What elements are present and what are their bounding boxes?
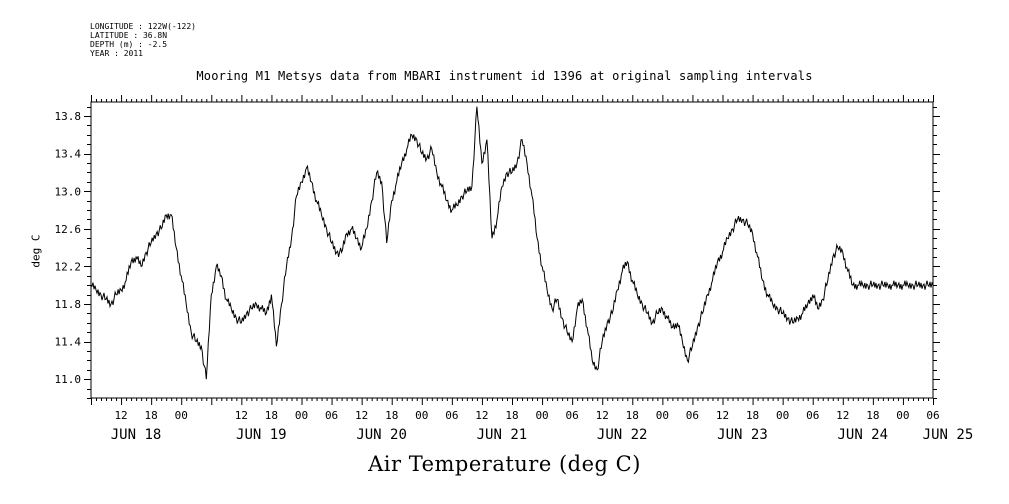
x-tick-label: 12 (836, 409, 849, 422)
x-tick-label: 12 (716, 409, 729, 422)
chart-title: Mooring M1 Metsys data from MBARI instru… (196, 69, 813, 83)
x-tick-label: 12 (355, 409, 368, 422)
x-tick-label: 06 (566, 409, 579, 422)
y-axis-label: deg C (29, 234, 43, 268)
y-tick-label: 13.8 (55, 110, 82, 123)
x-tick-label: 06 (926, 409, 939, 422)
x-day-label: JUN 21 (477, 427, 528, 443)
x-tick-label: 06 (806, 409, 819, 422)
x-tick-label: 00 (896, 409, 909, 422)
x-day-label: JUN 25 (923, 427, 974, 443)
x-tick-label: 00 (656, 409, 669, 422)
longitude-text: LONGITUDE : 122W(-122) (90, 22, 196, 31)
x-day-label: JUN 18 (111, 427, 162, 443)
y-tick-label: 11.8 (55, 298, 82, 311)
x-tick-label: 12 (235, 409, 248, 422)
year-text: YEAR : 2011 (90, 49, 143, 58)
y-tick-label: 12.6 (55, 223, 82, 236)
x-tick-label: 18 (505, 409, 518, 422)
y-tick-label: 11.4 (55, 336, 82, 349)
x-day-label: JUN 23 (717, 427, 768, 443)
latitude-text: LATITUDE : 36.8N (90, 31, 168, 40)
x-tick-label: 18 (746, 409, 759, 422)
x-tick-label: 18 (866, 409, 879, 422)
x-day-label: JUN 20 (356, 427, 407, 443)
y-tick-label: 12.2 (55, 260, 82, 273)
x-tick-label: 12 (596, 409, 609, 422)
x-tick-label: 00 (415, 409, 428, 422)
x-day-label: JUN 19 (236, 427, 287, 443)
x-tick-label: 00 (535, 409, 548, 422)
x-axis-label: Air Temperature (deg C) (368, 452, 641, 476)
series-line-0 (90, 106, 934, 380)
x-tick-label: 18 (385, 409, 398, 422)
x-tick-label: 18 (626, 409, 639, 422)
y-tick-label: 13.0 (55, 185, 82, 198)
x-tick-label: 12 (475, 409, 488, 422)
x-day-label: JUN 24 (837, 427, 888, 443)
x-tick-label: 00 (776, 409, 789, 422)
x-tick-label: 06 (445, 409, 458, 422)
depth-text: DEPTH (m) : -2.5 (90, 40, 168, 49)
x-tick-label: 00 (175, 409, 188, 422)
x-tick-label: 06 (325, 409, 338, 422)
metadata-block: LONGITUDE : 122W(-122) LATITUDE : 36.8N … (90, 22, 196, 58)
x-tick-label: 06 (686, 409, 699, 422)
y-tick-label: 11.0 (55, 373, 82, 386)
x-day-label: JUN 22 (597, 427, 648, 443)
x-tick-label: 18 (265, 409, 278, 422)
x-tick-label: 12 (114, 409, 127, 422)
x-tick-label: 00 (295, 409, 308, 422)
plot-frame (90, 101, 934, 399)
x-tick-label: 18 (145, 409, 158, 422)
y-tick-label: 13.4 (55, 148, 82, 161)
